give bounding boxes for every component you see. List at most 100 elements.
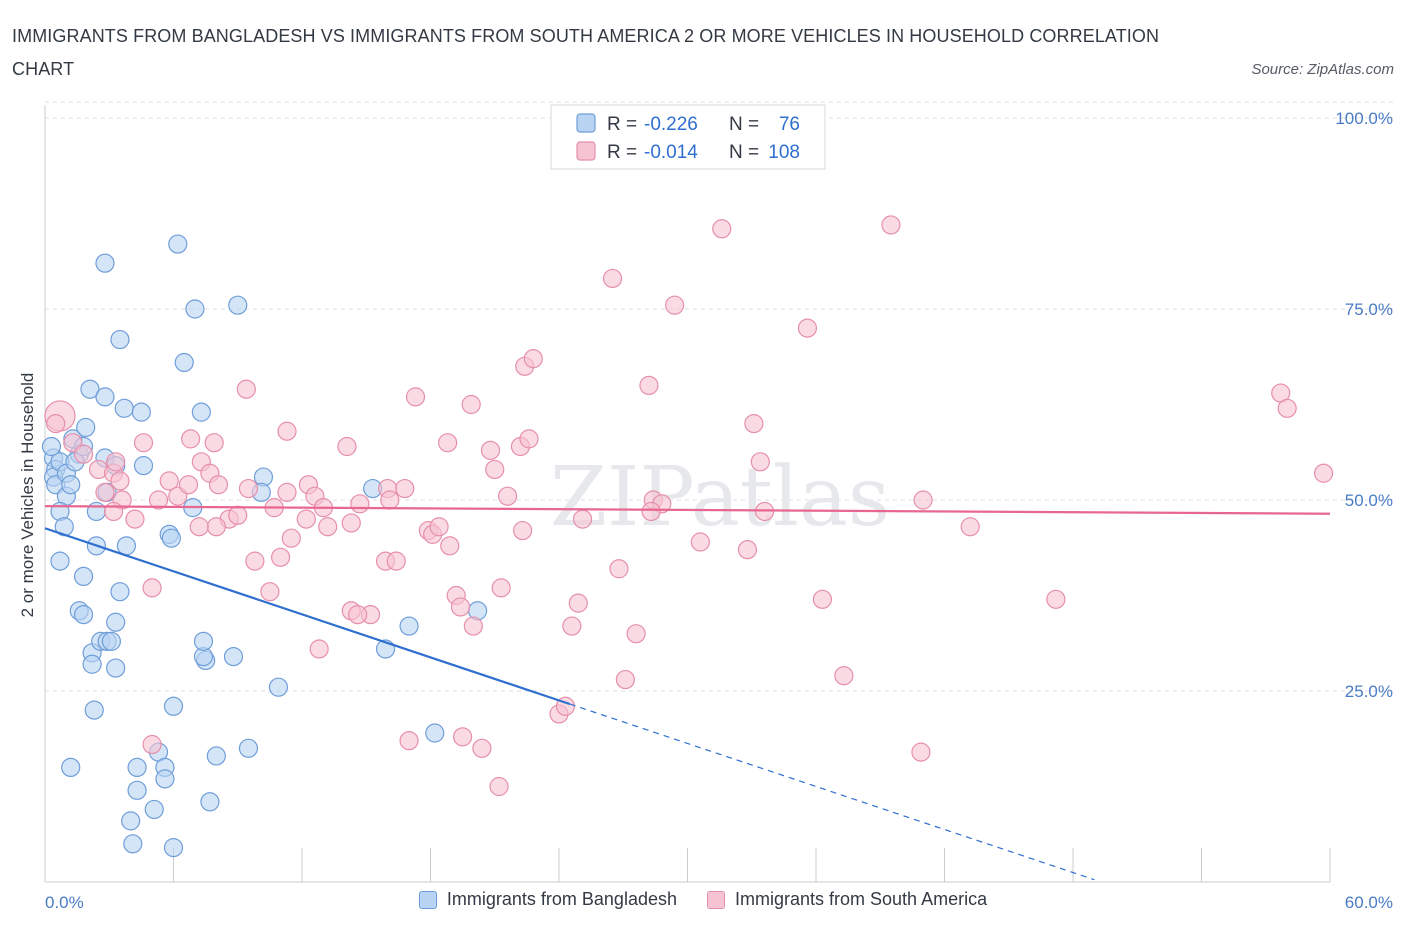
legend-n-label: N =: [729, 142, 759, 163]
legend-n-value: 76: [779, 114, 800, 135]
data-point: [425, 723, 445, 743]
data-point: [131, 402, 151, 422]
data-point: [399, 731, 419, 751]
data-point: [395, 478, 415, 499]
data-point: [228, 295, 248, 315]
data-point: [82, 654, 102, 674]
data-point: [125, 509, 145, 529]
legend-r-label: R =: [607, 142, 637, 163]
data-point: [163, 696, 184, 716]
data-point: [86, 501, 107, 522]
data-point: [438, 433, 458, 453]
data-point: [1313, 463, 1334, 483]
data-point: [238, 478, 259, 499]
trend-line-bangladesh: [44, 527, 571, 706]
data-point: [189, 517, 209, 537]
legend-swatch: [576, 141, 596, 161]
legend-label-bangladesh: Immigrants from Bangladesh: [446, 889, 677, 909]
y-tick-labels: 25.0% 50.0% 75.0% 100.0%: [1335, 109, 1393, 701]
data-point: [399, 616, 419, 636]
source-note: Source: ZipAtlas.com: [1251, 61, 1394, 78]
data-point: [61, 475, 81, 495]
data-point: [155, 769, 175, 789]
data-point: [498, 486, 518, 506]
series-legend: Immigrants from Bangladesh Immigrants fr…: [0, 889, 1406, 910]
data-point: [960, 517, 980, 537]
data-point: [337, 436, 357, 457]
trend-lines: [44, 505, 1331, 881]
data-point: [206, 746, 226, 766]
legend-swatch: [576, 113, 596, 133]
legend-item-bangladesh: Immigrants from Bangladesh: [418, 889, 677, 910]
y-tick-label: 75.0%: [1345, 300, 1393, 319]
data-point: [744, 414, 764, 434]
data-point: [84, 700, 104, 720]
data-point: [485, 459, 505, 480]
data-point: [737, 540, 758, 560]
x-tick-label: 0.0%: [45, 893, 84, 912]
data-point: [461, 394, 481, 415]
data-point: [116, 536, 136, 556]
data-point: [512, 520, 533, 541]
data-point: [472, 738, 492, 758]
data-point: [562, 616, 582, 636]
data-point: [712, 219, 732, 239]
data-point: [309, 639, 329, 659]
chart-title: IMMIGRANTS FROM BANGLADESH VS IMMIGRANTS…: [12, 26, 1160, 79]
data-point: [268, 677, 289, 697]
data-point: [178, 475, 199, 495]
data-point: [110, 329, 130, 350]
data-point: [208, 475, 229, 495]
data-point: [103, 501, 124, 522]
data-point: [881, 215, 901, 235]
data-point: [41, 436, 62, 457]
data-point: [61, 757, 81, 778]
data-point: [163, 838, 184, 858]
data-point: [429, 517, 449, 537]
data-point: [318, 517, 338, 537]
data-point: [142, 734, 162, 755]
data-point: [181, 429, 201, 449]
data-point: [602, 268, 623, 289]
data-point: [812, 589, 833, 609]
trend-line-bangladesh-extension: [569, 703, 1095, 881]
data-point: [639, 375, 659, 395]
data-point: [572, 509, 593, 529]
data-point: [236, 379, 256, 399]
south-america-points: [44, 215, 1334, 797]
data-point: [690, 532, 710, 552]
data-point: [193, 631, 214, 651]
data-point: [913, 490, 933, 510]
watermark: ZIPatlas: [550, 450, 890, 545]
data-point: [106, 658, 126, 678]
stats-legend: R = -0.226 N = 76 R = -0.014 N = 108: [550, 104, 826, 170]
data-point: [110, 582, 130, 602]
data-point: [133, 433, 154, 453]
data-point: [450, 597, 471, 617]
data-point: [161, 528, 181, 548]
data-point: [489, 776, 509, 797]
data-point: [106, 452, 126, 472]
data-point: [386, 551, 406, 571]
data-point: [834, 666, 854, 686]
data-point: [296, 509, 316, 529]
data-point: [159, 471, 179, 491]
data-point: [123, 834, 143, 854]
data-point: [101, 631, 121, 651]
legend-swatch-pink: [707, 890, 725, 909]
trend-line-south-america: [44, 505, 1331, 515]
data-point: [142, 578, 162, 598]
y-tick-label: 100.0%: [1335, 109, 1393, 128]
legend-n-label: N =: [729, 114, 759, 135]
data-point: [127, 757, 147, 778]
data-point: [114, 398, 134, 418]
data-point: [348, 604, 368, 625]
data-point: [260, 582, 280, 602]
legend-r-value: -0.014: [644, 142, 698, 163]
data-point: [106, 612, 126, 632]
data-point: [480, 440, 501, 460]
data-point: [380, 490, 400, 510]
data-point: [174, 352, 194, 373]
data-point: [440, 536, 460, 556]
